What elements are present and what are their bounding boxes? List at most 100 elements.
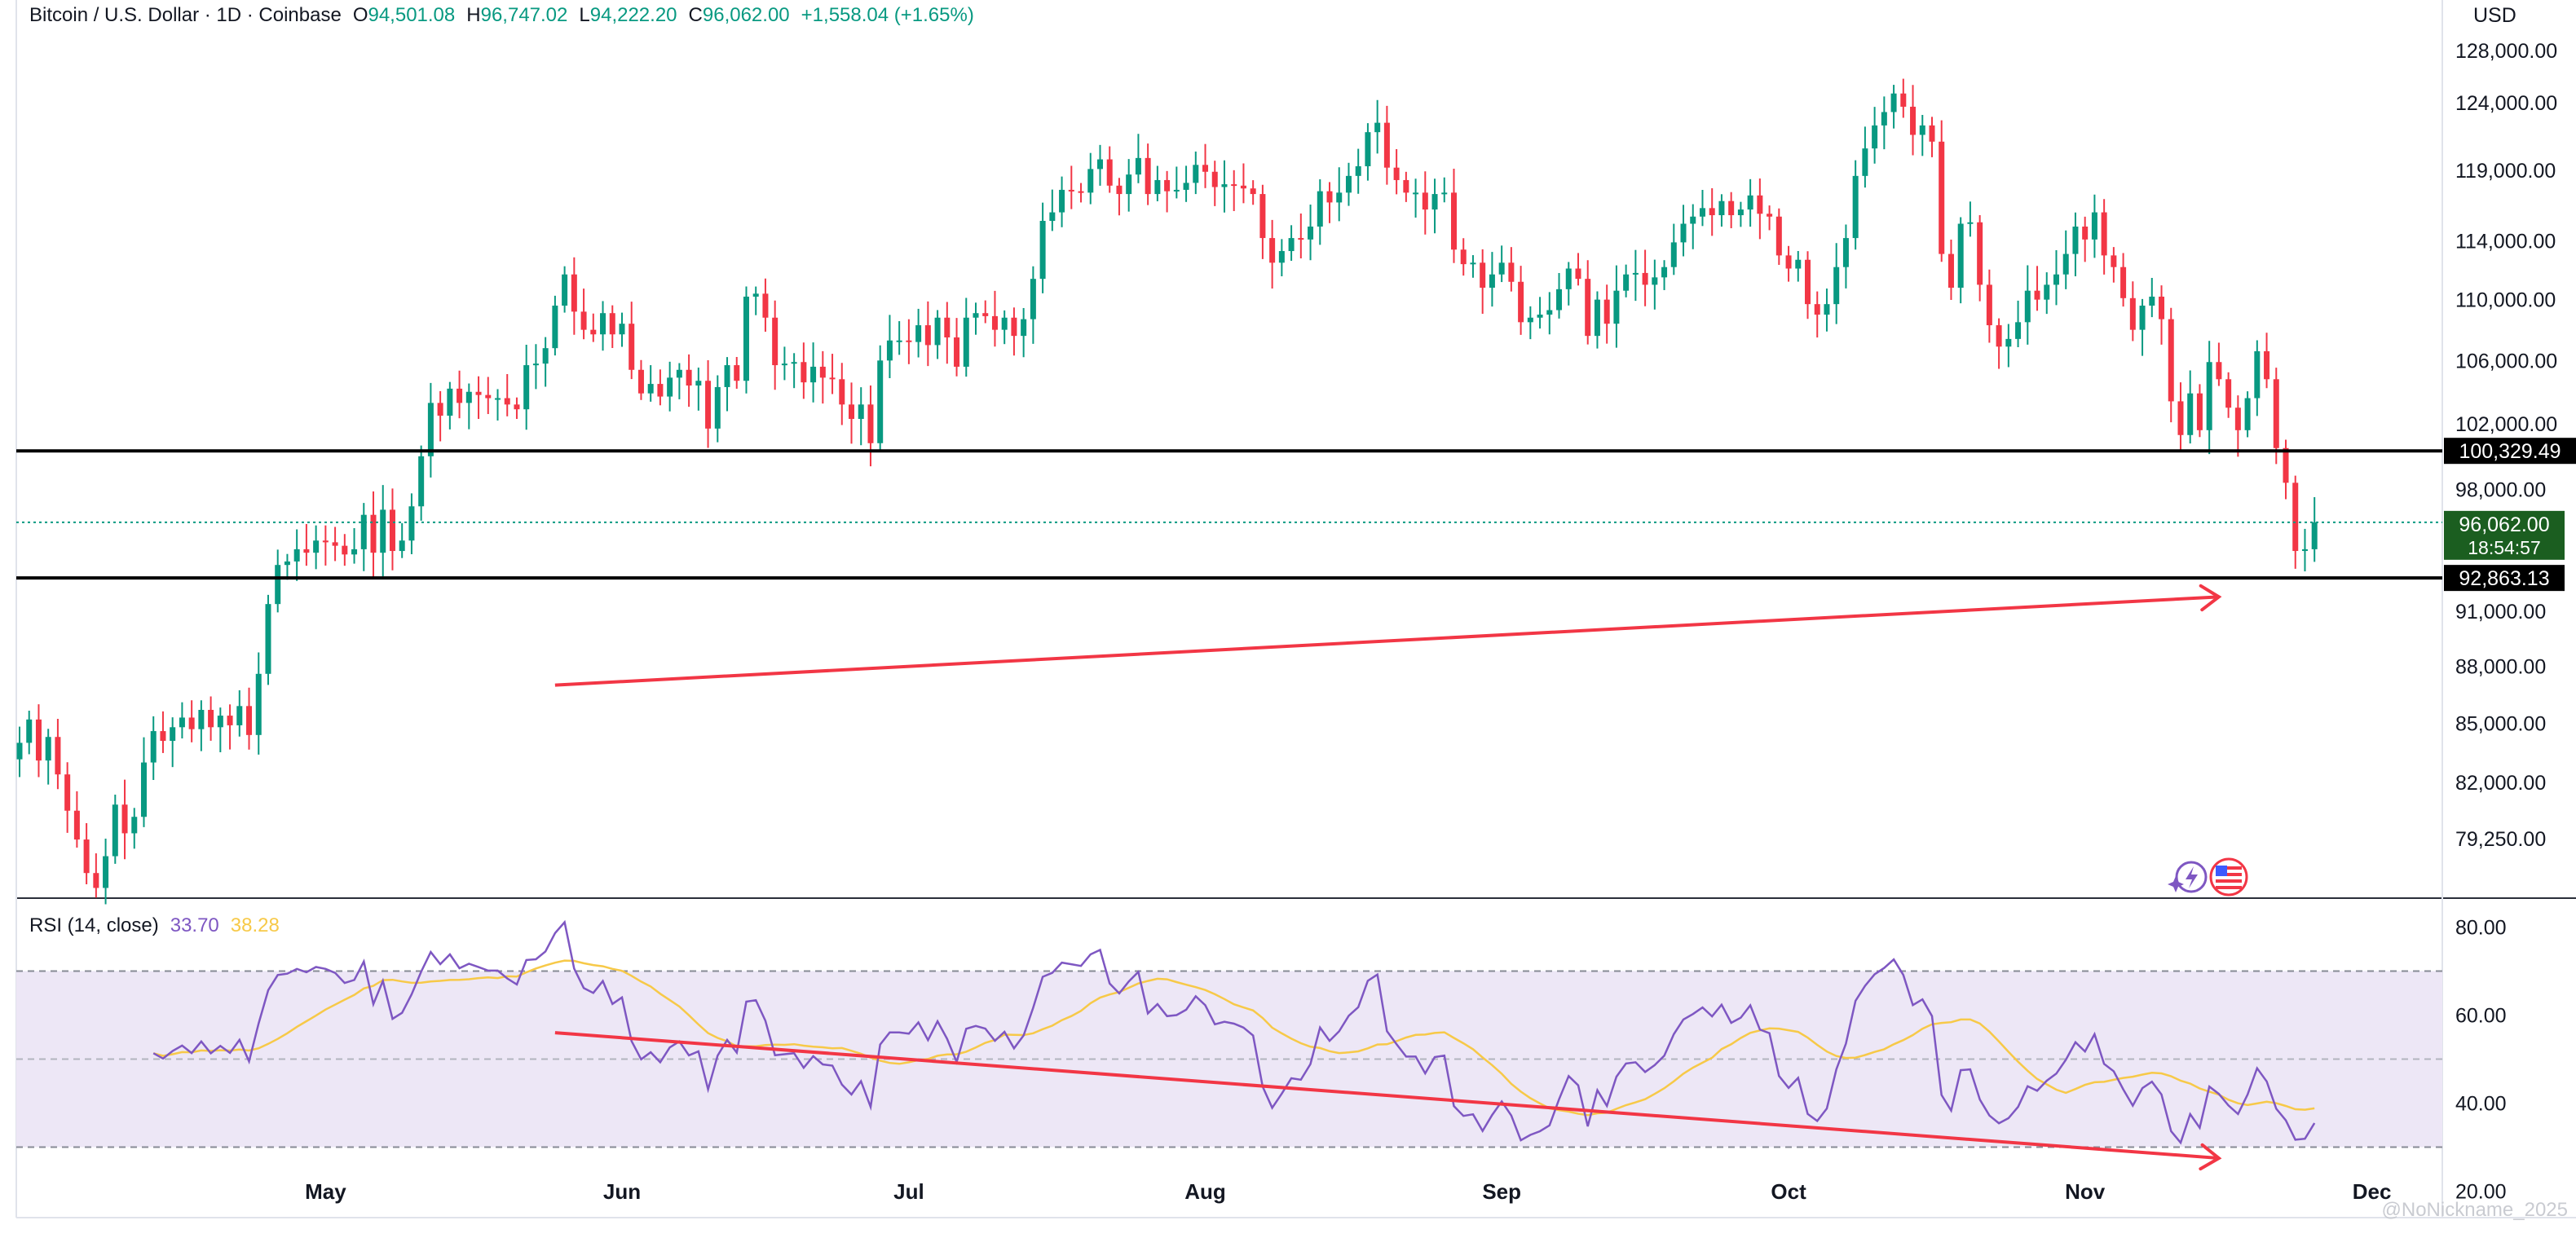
candle[interactable] [1365, 123, 1371, 181]
candle[interactable] [1795, 250, 1802, 282]
candle[interactable] [982, 300, 989, 324]
candle[interactable] [2177, 382, 2184, 450]
candle[interactable] [170, 717, 176, 768]
candle[interactable] [55, 719, 61, 790]
candle[interactable] [1767, 205, 1773, 231]
candle[interactable] [1546, 292, 1553, 335]
candle[interactable] [1374, 99, 1381, 154]
candle[interactable] [991, 290, 998, 347]
candle[interactable] [1173, 166, 1180, 199]
candle[interactable] [657, 369, 664, 406]
candle[interactable] [1929, 117, 1935, 157]
candle[interactable] [73, 791, 80, 848]
candle[interactable] [1747, 178, 1753, 227]
candle[interactable] [1096, 144, 1103, 186]
candle[interactable] [1709, 187, 1715, 236]
candle[interactable] [1355, 148, 1361, 194]
candle[interactable] [1575, 253, 1581, 286]
candle[interactable] [1690, 204, 1696, 249]
candle[interactable] [829, 354, 836, 394]
candle[interactable] [2005, 324, 2012, 368]
candle[interactable] [1250, 180, 1256, 205]
price-trendline-arrow[interactable] [554, 584, 2222, 687]
candle[interactable] [1489, 252, 1495, 307]
candle[interactable] [1967, 201, 1974, 237]
candle[interactable] [1632, 249, 1639, 302]
candle[interactable] [2044, 272, 2050, 315]
candle[interactable] [1154, 165, 1161, 201]
candle[interactable] [2244, 391, 2251, 438]
candle[interactable] [160, 711, 166, 753]
candle[interactable] [1039, 202, 1046, 293]
candle[interactable] [408, 493, 415, 555]
candle[interactable] [934, 310, 941, 359]
candle[interactable] [1824, 289, 1830, 332]
candle[interactable] [1451, 169, 1457, 263]
candle[interactable] [743, 286, 749, 394]
candle[interactable] [2273, 368, 2279, 465]
candle[interactable] [1202, 143, 1209, 188]
rsi-line[interactable] [152, 919, 2316, 1145]
candle[interactable] [1345, 162, 1352, 206]
candle[interactable] [150, 716, 157, 781]
candle[interactable] [1393, 148, 1400, 195]
candle[interactable] [1527, 306, 1533, 340]
candle[interactable] [1508, 247, 1515, 292]
candle[interactable] [686, 354, 692, 408]
candle[interactable] [35, 704, 42, 778]
candle[interactable] [265, 594, 271, 685]
candle[interactable] [1585, 260, 1591, 345]
candle[interactable] [1518, 266, 1524, 335]
candle[interactable] [427, 382, 434, 478]
candle[interactable] [236, 689, 243, 737]
candle[interactable] [1939, 120, 1945, 262]
sparkle-lightning-icon[interactable] [2168, 861, 2208, 893]
candle[interactable] [906, 319, 912, 364]
candle[interactable] [332, 526, 338, 562]
candle[interactable] [1728, 192, 1735, 229]
candle[interactable] [227, 704, 233, 750]
rsi-axis[interactable]: 80.00 60.00 40.00 20.00 [2455, 916, 2507, 1203]
candle[interactable] [131, 808, 138, 849]
candle[interactable] [1259, 184, 1266, 259]
candle[interactable] [1480, 249, 1486, 314]
candle[interactable] [877, 345, 884, 452]
candle[interactable] [590, 313, 597, 342]
candle[interactable] [303, 523, 310, 566]
candle[interactable] [1183, 165, 1189, 202]
candle[interactable] [1049, 189, 1056, 231]
price-axis[interactable]: 128,000.00 124,000.00 119,000.00 114,000.00… [2455, 40, 2557, 851]
candle[interactable] [1852, 160, 1859, 250]
candle[interactable] [284, 553, 290, 580]
candle[interactable] [2129, 281, 2136, 341]
candle[interactable] [1603, 284, 1610, 344]
candle[interactable] [1087, 152, 1094, 205]
rsi-trendline-arrow[interactable] [554, 1031, 2222, 1171]
candle[interactable] [2149, 277, 2155, 318]
candle[interactable] [2034, 266, 2040, 311]
candle[interactable] [188, 700, 195, 742]
candle[interactable] [1947, 239, 1954, 301]
candle[interactable] [676, 363, 682, 399]
candle[interactable] [954, 318, 960, 377]
candle[interactable] [2053, 249, 2059, 306]
candle[interactable] [246, 687, 253, 750]
candle[interactable] [667, 361, 673, 412]
candle[interactable] [1699, 189, 1705, 227]
candle[interactable] [217, 707, 223, 753]
candle[interactable] [1805, 251, 1811, 319]
candle[interactable] [1431, 178, 1438, 234]
candle[interactable] [2187, 370, 2194, 444]
candle[interactable] [1021, 307, 1027, 358]
candle[interactable] [504, 373, 510, 416]
candle[interactable] [45, 729, 51, 785]
candle[interactable] [179, 702, 185, 739]
candle[interactable] [1308, 205, 1314, 261]
candle[interactable] [886, 315, 893, 378]
candle[interactable] [973, 302, 979, 335]
candle[interactable] [437, 390, 443, 442]
candle[interactable] [465, 383, 472, 430]
candle[interactable] [208, 696, 214, 741]
